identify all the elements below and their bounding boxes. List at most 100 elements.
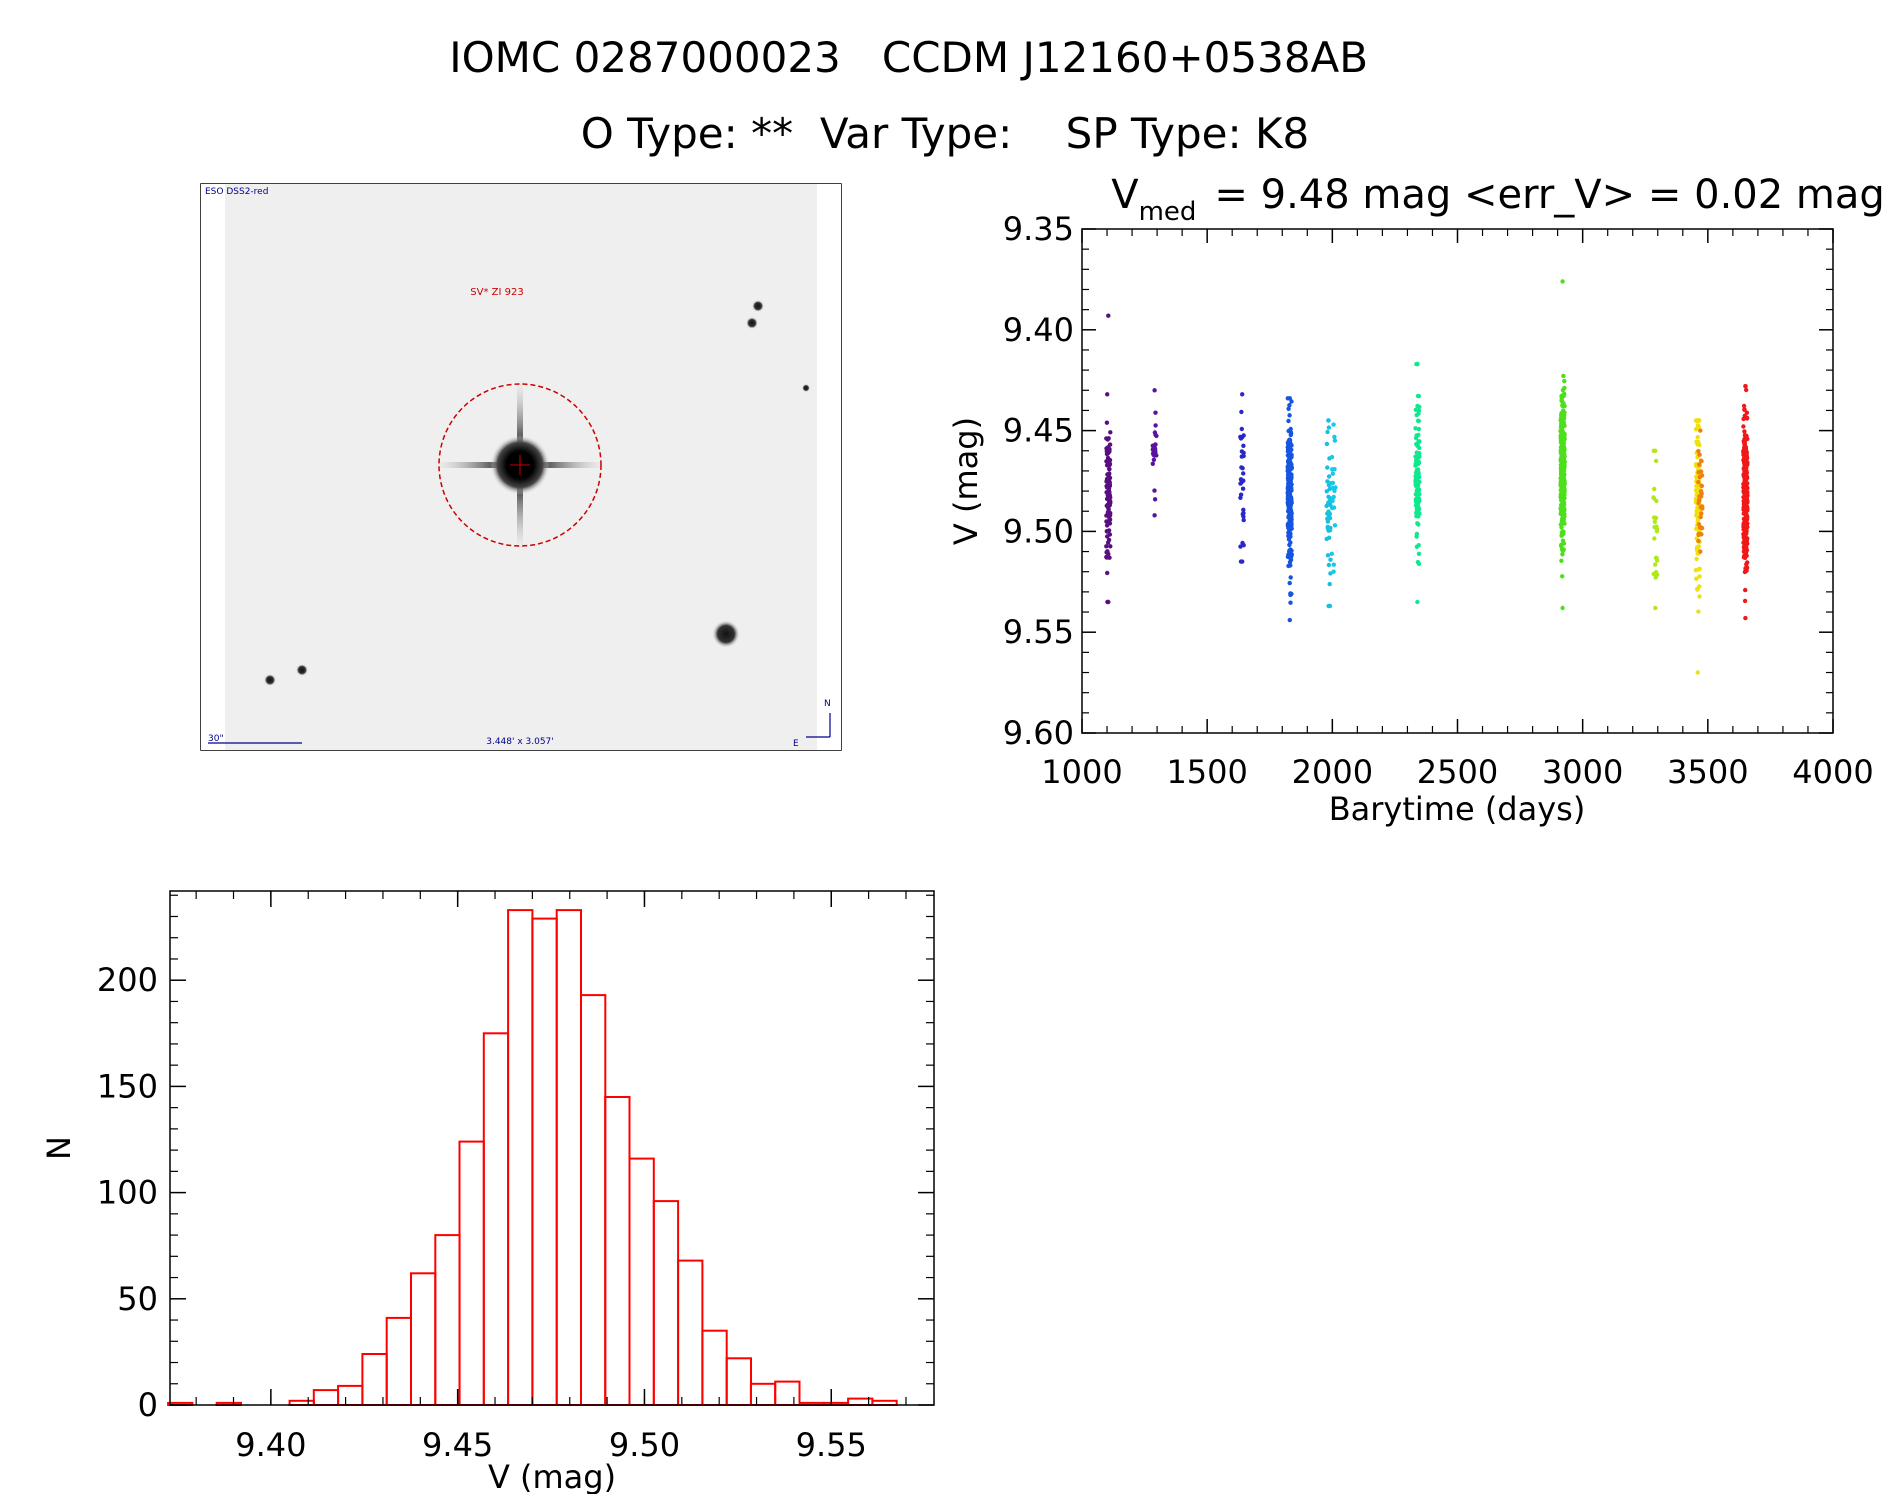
lc-point [1416,551,1422,556]
field-star [802,384,810,392]
hist-bar [555,909,583,1406]
hist-ytick-label: 150 [97,1067,158,1105]
lc-point [1329,551,1335,556]
lc-point [1416,439,1421,444]
lc-ytick-label: 9.45 [1003,412,1074,450]
finder-survey-label: ESO DSS2-red [205,187,268,197]
lc-point [1559,477,1565,482]
lc-xlabel: Barytime (days) [1329,790,1586,828]
lc-ylabel: V (mag) [947,417,985,545]
lc-point [1325,465,1330,470]
finder-gap-left [201,184,225,750]
lc-point [1104,451,1110,457]
lc-series [1104,313,1113,605]
lc-point [1286,428,1291,434]
lc-point [1153,423,1158,428]
hist-bar [507,909,534,1406]
lc-point [1558,459,1564,464]
compass-east-label: E [793,739,799,749]
hist-bar [701,1329,728,1406]
lc-point [1699,458,1704,464]
lc-point [1415,403,1420,409]
lc-point [1652,519,1658,524]
lc-point [1415,455,1421,460]
lc-point [1697,462,1702,467]
hist-bar [628,1157,655,1406]
lc-point [1240,512,1246,517]
lc-point [1562,378,1567,384]
lc-point [1108,499,1113,504]
lc-point [1561,456,1567,461]
lc-point [1285,396,1291,401]
lc-point [1560,279,1565,284]
hist-bar [312,1389,340,1406]
lc-point [1413,499,1419,504]
hist-bar [385,1316,413,1407]
lc-point [1288,600,1293,605]
lc-xtick-label: 3000 [1542,753,1623,791]
lc-point [1560,412,1565,417]
lc-point [1107,442,1113,447]
lc-point [1332,438,1338,443]
lc-xtick-label: 2500 [1417,753,1498,791]
lc-point [1694,526,1699,531]
lc-point [1286,470,1291,475]
hist-ytick-label: 100 [97,1174,158,1212]
lc-point [1286,418,1291,424]
lc-point [1329,454,1335,460]
lc-point [1107,516,1112,521]
lc-point [1287,480,1293,485]
lc-point [1744,553,1749,558]
lc-point [1653,575,1658,580]
hist-bar [749,1382,777,1407]
lc-point [1287,560,1293,565]
lc-point [1696,531,1702,536]
lc-point [1560,548,1566,554]
lc-point [1106,528,1112,533]
lc-point [1106,521,1111,526]
lc-series [1150,388,1159,518]
lc-point [1151,452,1156,458]
lc-point [1107,555,1112,560]
lc-point [1332,488,1337,493]
hist-axes: 9.40 9.45 9.50 9.55 0 50 100 150 200 [97,891,934,1464]
lc-point [1106,507,1111,512]
lc-point [1695,418,1701,423]
lc-point [1240,392,1245,397]
hist-bar [458,1140,485,1406]
lc-point [1744,433,1749,439]
lc-point [1417,451,1422,456]
lc-series [1693,418,1703,675]
lc-point [1106,537,1112,543]
lc-point [1415,393,1421,399]
lc-xtick-label: 4000 [1792,753,1873,791]
lc-point [1105,570,1110,576]
lc-point [1696,609,1701,614]
lc-point [1742,490,1748,496]
lc-xtick-label: 1000 [1041,753,1122,791]
lc-title-v: V [1111,172,1139,218]
lc-point [1697,494,1702,499]
lc-point [1743,615,1748,621]
lc-point [1698,428,1703,433]
lc-point [1331,569,1336,574]
lc-point [1104,496,1110,502]
lc-title-sub: med [1139,197,1197,227]
lc-point [1331,562,1337,567]
lc-point [1696,500,1701,506]
lc-point [1104,420,1110,425]
lc-point [1324,441,1330,447]
lc-point [1289,466,1294,471]
lc-point [1694,547,1700,552]
lc-point [1696,448,1701,454]
lc-xtick-label: 1500 [1166,753,1247,791]
lc-point [1744,562,1749,567]
lc-point [1744,531,1749,536]
lc-point [1696,544,1702,549]
lc-point [1108,430,1113,435]
lc-series [1238,392,1246,564]
lc-point [1699,490,1704,496]
lc-point [1287,518,1292,524]
field-star [746,317,758,329]
lc-point [1240,540,1245,546]
